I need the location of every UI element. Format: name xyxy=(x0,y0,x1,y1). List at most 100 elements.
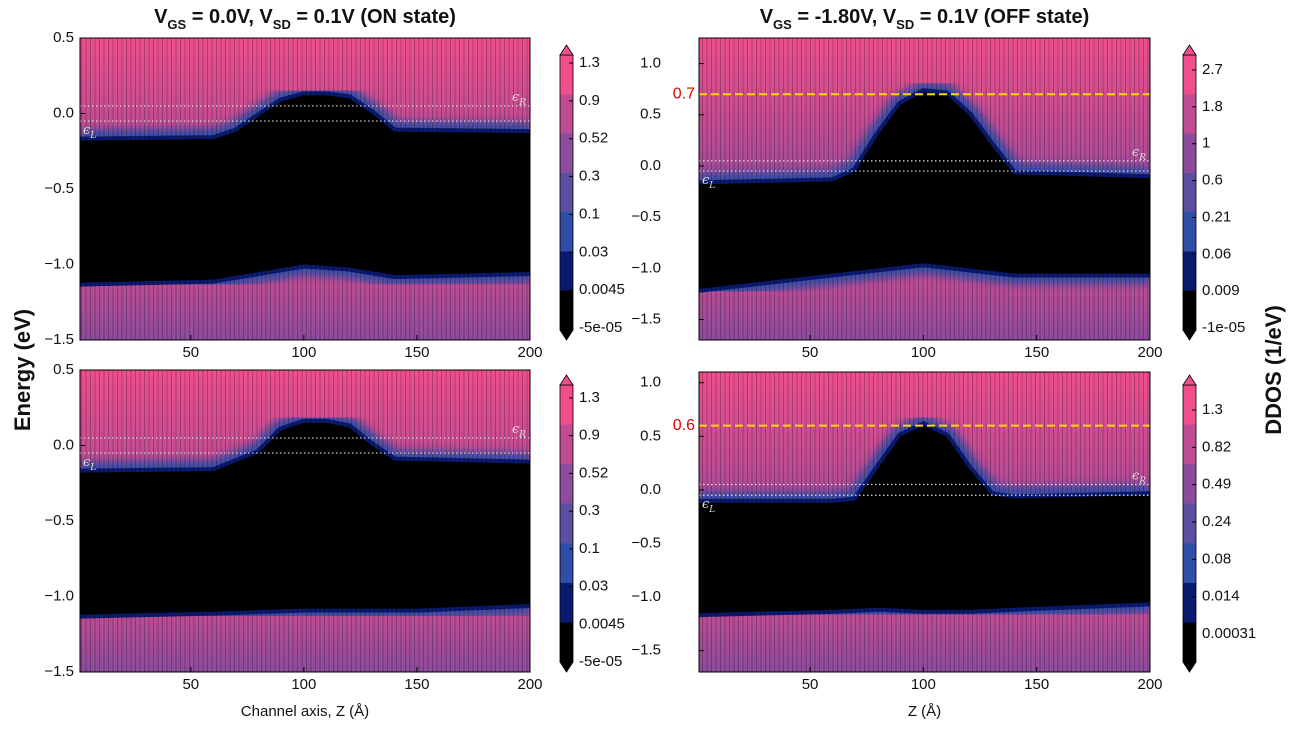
fermi-subscript: L xyxy=(89,463,96,473)
x-tick-label: 150 xyxy=(404,344,429,361)
fermi-subscript: R xyxy=(518,97,526,107)
stripe-texture xyxy=(699,38,1150,340)
reference-label: 0.6 xyxy=(673,417,695,434)
y-tick-label: 0.5 xyxy=(53,361,74,378)
stripe-texture xyxy=(699,372,1150,672)
colorbar-tick-label: 0.3 xyxy=(579,168,600,185)
title-subscript: GS xyxy=(167,17,186,32)
y-tick-label: −1.0 xyxy=(631,588,661,605)
fermi-symbol: ϵ xyxy=(512,421,520,436)
fermi-subscript: L xyxy=(708,505,715,515)
plot-area xyxy=(699,38,1150,340)
x-tick-label: 200 xyxy=(517,676,542,693)
x-tick-label: 150 xyxy=(404,676,429,693)
y-tick-label: −1.5 xyxy=(44,331,74,348)
y-tick-label: −0.5 xyxy=(631,534,661,551)
colorbar-tick-label: 1.3 xyxy=(579,389,600,406)
fermi-subscript: R xyxy=(1138,476,1146,486)
x-tick-label: 200 xyxy=(517,344,542,361)
colorbar-tick-label: -1e-05 xyxy=(1202,319,1245,336)
colorbar-tick-label: 0.03 xyxy=(579,243,608,260)
fermi-label: ϵL xyxy=(702,173,715,191)
fermi-label: ϵR xyxy=(1132,468,1146,486)
y-tick-label: −1.5 xyxy=(631,310,661,327)
colorbar-tick-label: 0.03 xyxy=(579,578,608,595)
fermi-subscript: L xyxy=(89,131,96,141)
colorbar-tick-label: 0.52 xyxy=(579,130,608,147)
fermi-symbol: ϵ xyxy=(512,89,520,104)
y-tick-label: 0.5 xyxy=(640,427,661,444)
stripe-texture xyxy=(80,38,530,340)
fermi-symbol: ϵ xyxy=(702,173,710,188)
colorbar-tick-label: 0.6 xyxy=(1202,172,1223,189)
y-tick-label: −1.0 xyxy=(44,587,74,604)
x-tick-label: 100 xyxy=(291,344,316,361)
colorbar-tick-label: 1.8 xyxy=(1202,98,1223,115)
colorbar-label: DDOS (1/eV) xyxy=(1261,305,1286,435)
colorbar xyxy=(1182,54,1197,331)
x-tick-label: 50 xyxy=(802,344,819,361)
y-tick-label: 0.5 xyxy=(53,29,74,46)
panel-title: VGS = -1.80V, VSD = 0.1V (OFF state) xyxy=(760,6,1090,32)
colorbar-tick-label: 2.7 xyxy=(1202,61,1223,78)
colorbar-tick-label: 0.00031 xyxy=(1202,625,1256,642)
colorbar-tick-label: 0.9 xyxy=(579,427,600,444)
colorbar-tick-label: 1.3 xyxy=(579,54,600,71)
x-tick-label: 50 xyxy=(802,676,819,693)
colorbar-tick-label: 0.82 xyxy=(1202,438,1231,455)
colorbar xyxy=(1182,384,1197,663)
y-tick-label: −1.0 xyxy=(44,255,74,272)
x-axis-label: Channel axis, Z (Å) xyxy=(241,703,369,720)
fermi-label: ϵL xyxy=(83,455,96,473)
y-tick-label: −0.5 xyxy=(44,512,74,529)
fermi-label: ϵL xyxy=(83,123,96,141)
colorbar-extend-bottom xyxy=(1182,329,1197,341)
fermi-subscript: R xyxy=(1138,152,1146,162)
colorbar-extend-top xyxy=(559,374,574,386)
colorbar-tick-label: -5e-05 xyxy=(579,319,622,336)
fermi-label: ϵL xyxy=(702,497,715,515)
y-tick-label: 0.5 xyxy=(640,106,661,123)
colorbar-tick-label: 0.24 xyxy=(1202,513,1231,530)
colorbar-tick-label: 0.06 xyxy=(1202,245,1231,262)
plot-area xyxy=(699,372,1150,672)
colorbar-tick-label: 0.1 xyxy=(579,540,600,557)
x-tick-label: 200 xyxy=(1137,344,1162,361)
plot-area xyxy=(80,38,530,340)
title-subscript: SD xyxy=(273,17,291,32)
colorbar-tick-label: 0.009 xyxy=(1202,282,1240,299)
colorbar-extend-bottom xyxy=(559,329,574,341)
axes-frame xyxy=(698,37,1151,341)
title-text: = -1.80V, V xyxy=(792,6,897,28)
y-tick-label: 1.0 xyxy=(640,55,661,72)
x-tick-label: 50 xyxy=(182,344,199,361)
colorbar-tick-label: 0.014 xyxy=(1202,588,1240,605)
colorbar-tick-label: 1 xyxy=(1202,135,1210,152)
x-tick-label: 200 xyxy=(1137,676,1162,693)
stripe-texture xyxy=(80,370,530,672)
title-text: V xyxy=(760,6,774,28)
y-tick-label: 1.0 xyxy=(640,374,661,391)
fermi-subscript: L xyxy=(708,181,715,191)
y-tick-label: −1.5 xyxy=(631,642,661,659)
x-tick-label: 100 xyxy=(911,676,936,693)
colorbar-tick-label: 1.3 xyxy=(1202,401,1223,418)
colorbar-tick-label: 0.3 xyxy=(579,502,600,519)
x-tick-label: 100 xyxy=(911,344,936,361)
colorbar-tick-label: 0.1 xyxy=(579,205,600,222)
fermi-subscript: R xyxy=(518,429,526,439)
colorbar-tick-label: 0.9 xyxy=(579,92,600,109)
x-tick-label: 50 xyxy=(182,676,199,693)
colorbar-extend-bottom xyxy=(559,661,574,673)
colorbar xyxy=(559,384,574,663)
colorbar-extend-top xyxy=(559,44,574,56)
title-text: = 0.1V (OFF state) xyxy=(914,6,1089,28)
y-tick-label: 0.0 xyxy=(640,481,661,498)
reference-label: 0.7 xyxy=(673,86,695,103)
y-axis-label: Energy (eV) xyxy=(10,309,35,431)
y-tick-label: −1.5 xyxy=(44,663,74,680)
panel-title: VGS = 0.0V, VSD = 0.1V (ON state) xyxy=(154,6,456,32)
colorbar-tick-label: 0.08 xyxy=(1202,550,1231,567)
colorbar-extend-top xyxy=(1182,44,1197,56)
x-tick-label: 150 xyxy=(1024,344,1049,361)
